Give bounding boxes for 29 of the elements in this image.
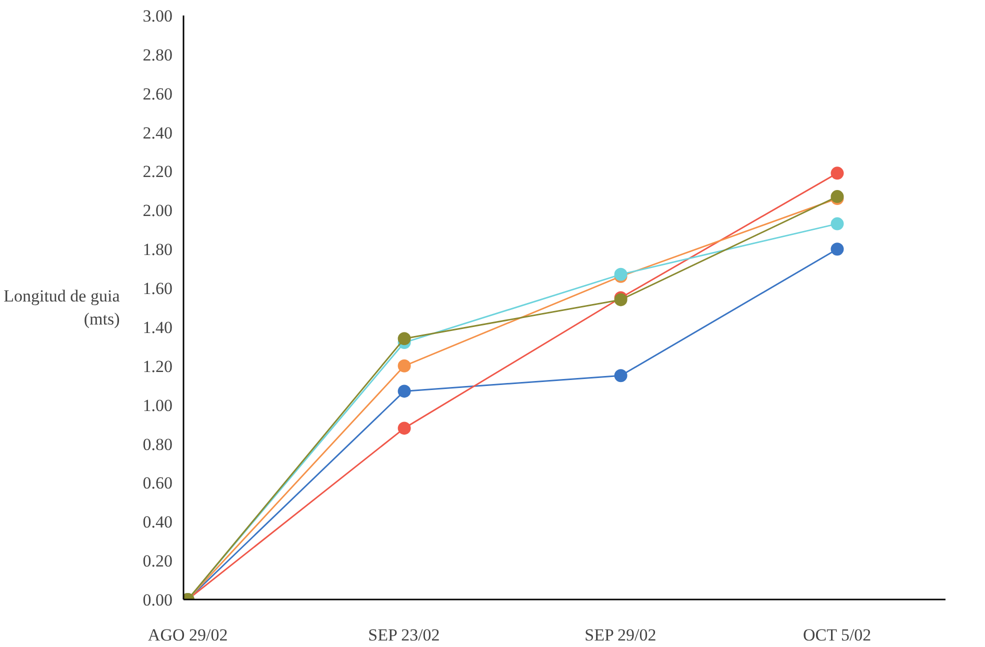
y-tick-label: 3.00: [142, 6, 172, 26]
y-tick-label: 0.60: [142, 474, 172, 493]
y-tick-label: 2.20: [142, 162, 172, 182]
x-tick-label: SEP 23/02: [368, 626, 440, 644]
y-tick-label: 1.20: [142, 356, 172, 376]
y-tick-label: 0.40: [142, 512, 172, 532]
y-tick-label: 2.80: [142, 45, 172, 64]
y-tick-label: 2.40: [142, 123, 172, 142]
point: [830, 217, 844, 230]
point: [614, 369, 628, 382]
y-tick-label: 0.80: [142, 434, 172, 454]
x-tick-label: SEP 29/02: [584, 626, 656, 644]
point: [398, 384, 411, 398]
x-tick-label: OCT 5/02: [803, 626, 872, 644]
y-tick-label: 1.00: [142, 396, 172, 415]
x-tick-label: AGO 29/02: [148, 626, 228, 644]
y-tick-label: 1.40: [142, 318, 172, 337]
y-tick-label: 2.60: [142, 84, 172, 104]
point: [830, 242, 844, 256]
point: [830, 166, 844, 180]
y-tick-label: 1.80: [142, 240, 172, 260]
point: [398, 359, 411, 372]
y-axis-title: Longitud de guia (mts): [4, 286, 120, 328]
y-tick-label: 0.00: [142, 590, 172, 610]
y-tick-label: 1.60: [142, 279, 172, 298]
point: [398, 422, 411, 435]
y-tick-label: 2.00: [142, 201, 172, 220]
y-tick-label: 0.20: [142, 552, 172, 571]
point: [398, 332, 411, 346]
